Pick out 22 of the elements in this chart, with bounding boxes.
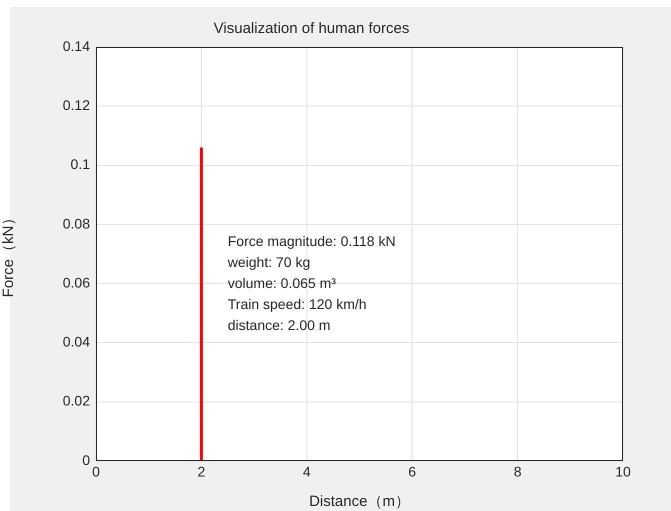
y-tick-label: 0.06 bbox=[62, 274, 90, 290]
annotation: Train speed: 120 km/h bbox=[228, 296, 367, 312]
annotation: distance: 2.00 m bbox=[228, 317, 330, 334]
y-tick-label: 0.04 bbox=[62, 334, 90, 350]
annotation: volume: 0.065 m³ bbox=[228, 275, 336, 292]
x-tick-label: 8 bbox=[514, 463, 522, 480]
chart-title: Visualization of human forces bbox=[214, 20, 410, 38]
y-tick-label: 0.1 bbox=[70, 156, 90, 172]
y-tick-label: 0.12 bbox=[62, 97, 90, 113]
y-tick-label: 0 bbox=[82, 452, 90, 468]
x-tick-label: 10 bbox=[615, 463, 631, 480]
x-tick-label: 4 bbox=[302, 463, 311, 480]
annotation: weight: 70 kg bbox=[226, 254, 310, 270]
annotation: Force magnitude: 0.118 kN bbox=[228, 233, 396, 250]
y-tick-label: 0.08 bbox=[62, 215, 90, 232]
x-tick-label: 0 bbox=[92, 463, 100, 480]
y-tick-label: 0.14 bbox=[62, 38, 90, 54]
x-axis-title: Distance（m） bbox=[309, 493, 410, 510]
x-tick-label: 2 bbox=[198, 463, 206, 480]
y-tick-label: 0.02 bbox=[62, 392, 90, 409]
x-tick-label: 6 bbox=[408, 463, 416, 480]
y-axis-title: Force（kN） bbox=[0, 210, 18, 298]
